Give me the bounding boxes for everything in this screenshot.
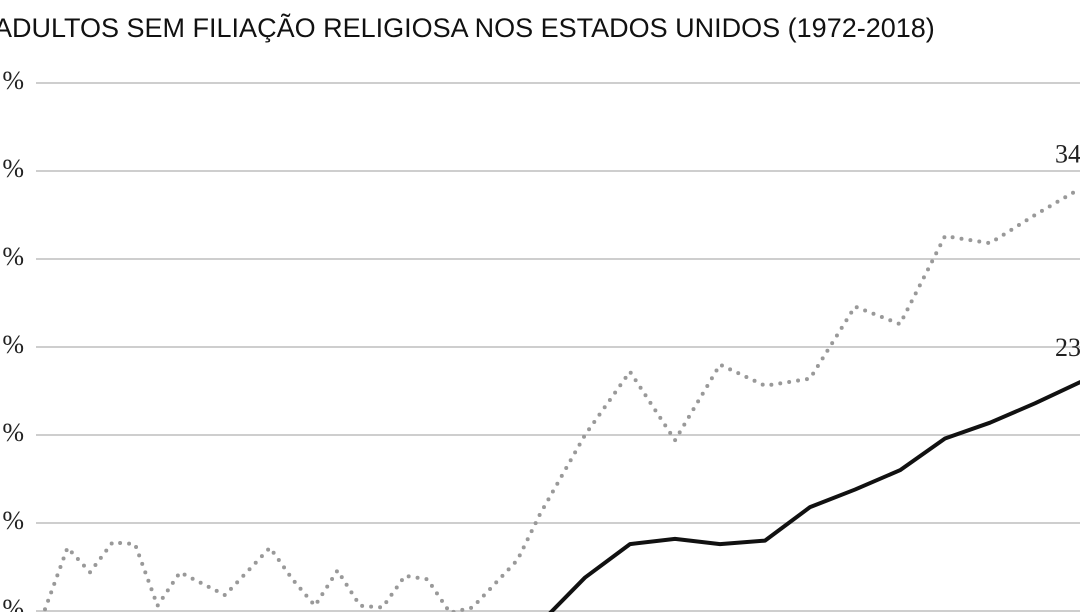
line-series [43, 186, 1080, 612]
y-tick-label: % [2, 154, 24, 183]
data-label: 34 [1055, 140, 1080, 169]
y-tick-label: % [2, 66, 24, 95]
data-label: 23 [1055, 333, 1080, 362]
y-tick-label: % [2, 242, 24, 271]
chart-title: ADULTOS SEM FILIAÇÃO RELIGIOSA NOS ESTAD… [0, 12, 935, 43]
y-tick-label: % [2, 330, 24, 359]
y-tick-label: % [2, 594, 24, 612]
line-series [548, 380, 1080, 612]
y-tick-label: % [2, 418, 24, 447]
y-tick-label: % [2, 506, 24, 535]
